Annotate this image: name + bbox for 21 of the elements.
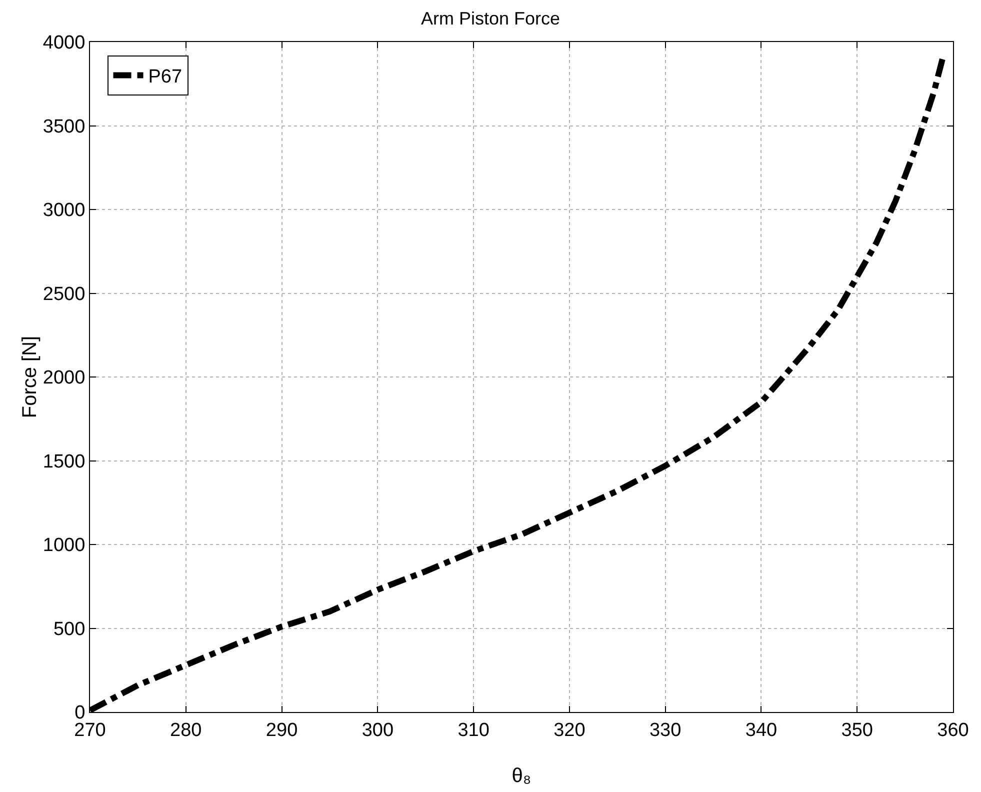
x-tick-label: 290: [266, 720, 298, 741]
x-tick-label: 320: [554, 720, 586, 741]
x-tick-label: 360: [937, 720, 969, 741]
x-tick-label: 300: [362, 720, 394, 741]
chart-title: Arm Piston Force: [420, 8, 560, 28]
x-tick-label: 310: [458, 720, 490, 741]
y-tick-label: 3500: [42, 116, 86, 138]
y-tick-label: 3000: [42, 200, 86, 222]
y-tick-label: 4000: [42, 32, 86, 54]
legend-label: P67: [148, 66, 182, 88]
x-tick-label: 330: [649, 720, 682, 741]
x-tick-label: 340: [745, 720, 778, 741]
y-axis-title: Force [N]: [18, 336, 41, 418]
x-tick-label: 350: [841, 720, 873, 741]
y-tick-label: 1000: [42, 535, 86, 556]
x-tick-label: 280: [170, 720, 202, 741]
y-tick-label: 500: [53, 618, 86, 640]
y-tick-label: 2500: [42, 284, 86, 305]
y-tick-label: 1500: [42, 451, 86, 472]
x-axis-title: θ₈: [512, 765, 532, 787]
y-tick-label: 2000: [42, 368, 86, 389]
